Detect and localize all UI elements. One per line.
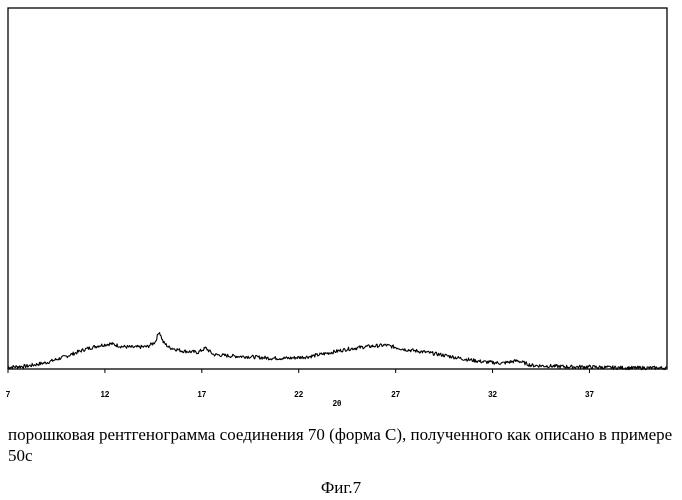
x-axis-ticks: 7 12 17 22 27 32 37 [6,369,595,399]
x-tick-label: 37 [585,390,594,399]
x-tick-label: 32 [488,390,497,399]
figure-caption: порошковая рентгенограмма соединения 70 … [8,424,678,466]
x-tick-label: 12 [100,390,109,399]
plot-frame [8,8,667,369]
x-tick-label: 7 [6,390,11,399]
x-tick-label: 22 [294,390,303,399]
x-axis-label: 2θ [333,399,342,408]
xrpd-chart: 7 12 17 22 27 32 37 2θ [0,0,682,420]
x-tick-label: 27 [391,390,400,399]
figure-label: Фиг.7 [0,478,682,498]
series-line [8,333,667,370]
x-tick-label: 17 [197,390,206,399]
